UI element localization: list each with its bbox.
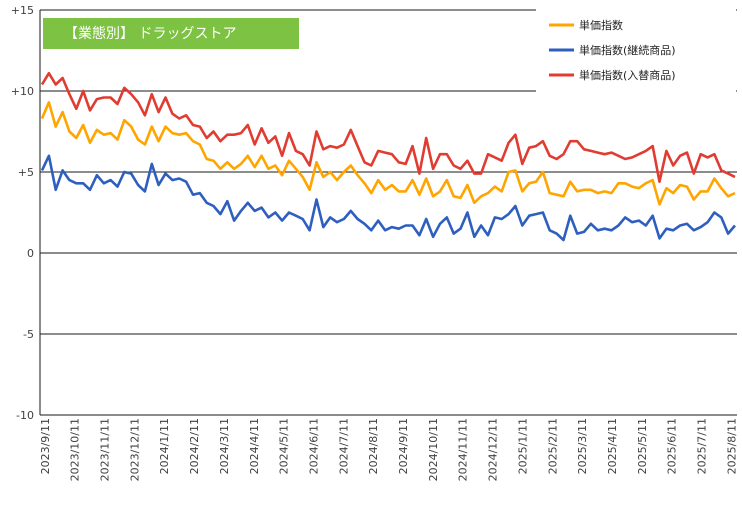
x-tick-label: 2024/8/11 [367, 418, 380, 474]
x-tick-label: 2023/11/11 [99, 418, 112, 481]
series-line-1 [40, 154, 736, 242]
x-tick-label: 2024/6/11 [308, 418, 321, 474]
y-tick-label: +5 [18, 166, 34, 179]
chart-title-box: 【業態別】 ドラッグストア [43, 18, 299, 49]
x-tick-label: 2025/4/11 [606, 418, 619, 474]
x-tick-label: 2025/3/11 [576, 418, 589, 474]
chart-title: 【業態別】 ドラッグストア [64, 26, 236, 42]
y-tick-label: -5 [23, 328, 34, 341]
x-tick-label: 2024/11/11 [457, 418, 470, 481]
series-lines [40, 71, 736, 242]
x-tick-label: 2024/12/11 [487, 418, 500, 481]
chart-title-background [43, 18, 299, 49]
x-tick-label: 2024/5/11 [278, 418, 291, 474]
x-tick-label: 2025/6/11 [666, 418, 679, 474]
series-line-2 [40, 71, 736, 183]
series-line-0 [40, 101, 736, 206]
y-tick-label: +10 [11, 85, 34, 98]
x-tick-label: 2025/2/11 [546, 418, 559, 474]
x-tick-label: 2025/1/11 [516, 418, 529, 474]
x-axis-ticks: 2023/9/11 2023/10/11 2023/11/11 2023/12/11 2… [39, 418, 739, 481]
y-tick-label: -10 [16, 409, 34, 422]
x-tick-label: 2023/9/11 [39, 418, 52, 474]
y-tick-label: 0 [27, 247, 34, 260]
y-tick-label: +15 [11, 4, 34, 17]
legend-label: 単価指数(入替商品) [579, 68, 676, 82]
x-tick-label: 2023/12/11 [128, 418, 141, 481]
x-tick-label: 2024/7/11 [337, 418, 350, 474]
legend-label: 単価指数 [579, 18, 623, 32]
x-tick-label: 2023/10/11 [69, 418, 82, 481]
x-tick-label: 2024/4/11 [248, 418, 261, 474]
x-tick-label: 2024/3/11 [218, 418, 231, 474]
x-tick-label: 2024/10/11 [427, 418, 440, 481]
x-tick-label: 2025/5/11 [636, 418, 649, 474]
x-tick-label: 2025/8/11 [725, 418, 738, 474]
legend-label: 単価指数(継続商品) [579, 43, 676, 57]
x-tick-label: 2025/7/11 [696, 418, 709, 474]
x-tick-label: 2024/1/11 [158, 418, 171, 474]
grid-lines [39, 9, 737, 416]
x-tick-label: 2024/9/11 [397, 418, 410, 474]
y-axis-ticks: +15 +10 +5 0 -5 -10 [11, 4, 34, 422]
x-tick-label: 2024/2/11 [188, 418, 201, 474]
